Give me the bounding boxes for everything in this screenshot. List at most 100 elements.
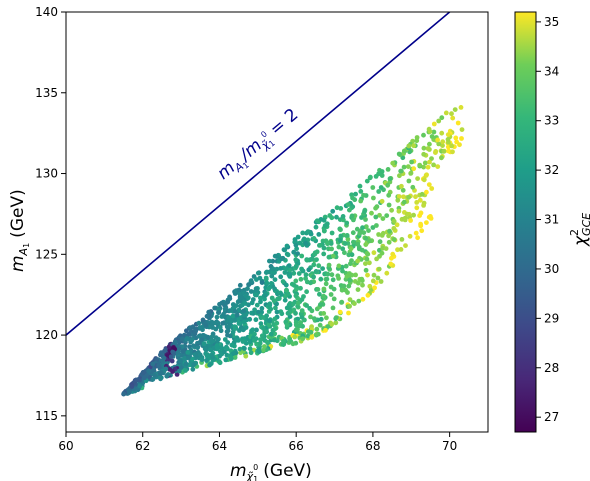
scatter-point [352, 301, 357, 306]
scatter-point [396, 151, 402, 157]
scatter-point [313, 224, 319, 230]
scatter-point [436, 141, 442, 147]
scatter-point [195, 345, 201, 351]
scatter-point [334, 205, 340, 211]
scatter-point [364, 256, 370, 262]
scatter-point [355, 258, 361, 264]
scatter-point [411, 212, 416, 218]
scatter-point [424, 220, 429, 226]
scatter-point [137, 383, 143, 389]
scatter-point [293, 257, 299, 263]
x-tick-label: 70 [442, 439, 457, 453]
scatter-point [178, 365, 184, 370]
x-axis-ticks: 60 62 64 66 68 70 [58, 432, 457, 453]
scatter-point [446, 148, 452, 154]
xlabel-m: m [230, 461, 247, 481]
scatter-point [268, 306, 274, 312]
scatter-point [360, 225, 365, 231]
scatter-point [385, 182, 391, 188]
scatter-point [190, 366, 196, 372]
scatter-point [137, 377, 142, 383]
scatter-point [404, 211, 410, 217]
scatter-point [336, 244, 342, 250]
scatter-point [391, 237, 397, 242]
scatter-point [325, 240, 330, 246]
scatter-point [414, 205, 420, 211]
scatter-point [360, 282, 365, 288]
scatter-point [314, 257, 319, 262]
scatter-point [226, 315, 232, 320]
x-tick-label: 66 [289, 439, 304, 453]
scatter-point [276, 295, 282, 301]
scatter-point [363, 261, 368, 266]
scatter-point [435, 164, 441, 170]
scatter-point [358, 198, 364, 204]
scatter-point [298, 285, 303, 291]
scatter-point [425, 164, 431, 170]
scatter-point [266, 286, 272, 292]
scatter-point [247, 346, 253, 352]
scatter-point [189, 356, 195, 362]
scatter-point [348, 246, 354, 252]
scatter-point [293, 287, 299, 292]
scatter-point [436, 118, 442, 124]
scatter-point [369, 210, 374, 216]
xlabel-unit: (GeV) [263, 461, 312, 481]
scatter-point [357, 183, 363, 189]
scatter-point [401, 194, 406, 200]
reference-line [66, 12, 451, 336]
scatter-point [421, 177, 427, 183]
colorbar-tick-label: 27 [544, 410, 559, 424]
scatter-point [314, 326, 320, 332]
scatter-point [341, 217, 346, 223]
scatter-point [303, 240, 309, 246]
scatter-point [387, 228, 392, 234]
scatter-point [317, 291, 322, 297]
scatter-point [267, 318, 272, 324]
scatter-point [329, 272, 335, 278]
scatter-point [365, 292, 371, 298]
scatter-point [422, 160, 428, 166]
scatter-point [293, 327, 299, 333]
scatter-point [174, 372, 180, 377]
scatter-point [361, 192, 366, 198]
scatter-point [262, 296, 267, 302]
scatter-point [431, 121, 437, 127]
scatter-point [367, 283, 373, 289]
scatter-point [170, 349, 176, 355]
scatter-point [401, 164, 407, 170]
scatter-point [321, 293, 326, 299]
scatter-point [374, 223, 379, 228]
x-tick-label: 62 [135, 439, 150, 453]
scatter-point [405, 164, 411, 170]
scatter-point [207, 362, 213, 368]
scatter-point [293, 278, 299, 284]
scatter-point [201, 341, 207, 347]
scatter-point [459, 127, 465, 132]
scatter-point [421, 164, 426, 170]
scatter-point [241, 319, 247, 325]
scatter-point [347, 271, 352, 276]
scatter-point [246, 282, 252, 287]
scatter-point [258, 337, 263, 342]
scatter-point [250, 297, 256, 302]
scatter-point [199, 336, 205, 342]
scatter-point [458, 105, 464, 110]
scatter-point [230, 313, 236, 319]
scatter-point [248, 289, 254, 294]
scatter-point [197, 325, 203, 330]
y-tick-label: 120 [35, 328, 58, 342]
ref-sup: 0 [259, 129, 269, 139]
scatter-point [371, 250, 377, 256]
scatter-point [352, 197, 358, 203]
scatter-point [267, 303, 273, 308]
scatter-point [158, 376, 163, 382]
scatter-point [237, 291, 243, 297]
x-tick-label: 60 [58, 439, 73, 453]
colorbar-tick-label: 28 [544, 361, 559, 375]
scatter-point [365, 272, 370, 278]
scatter-point [386, 202, 392, 208]
scatter-point [150, 361, 156, 367]
scatter-point [254, 341, 259, 347]
scatter-point [213, 335, 219, 340]
